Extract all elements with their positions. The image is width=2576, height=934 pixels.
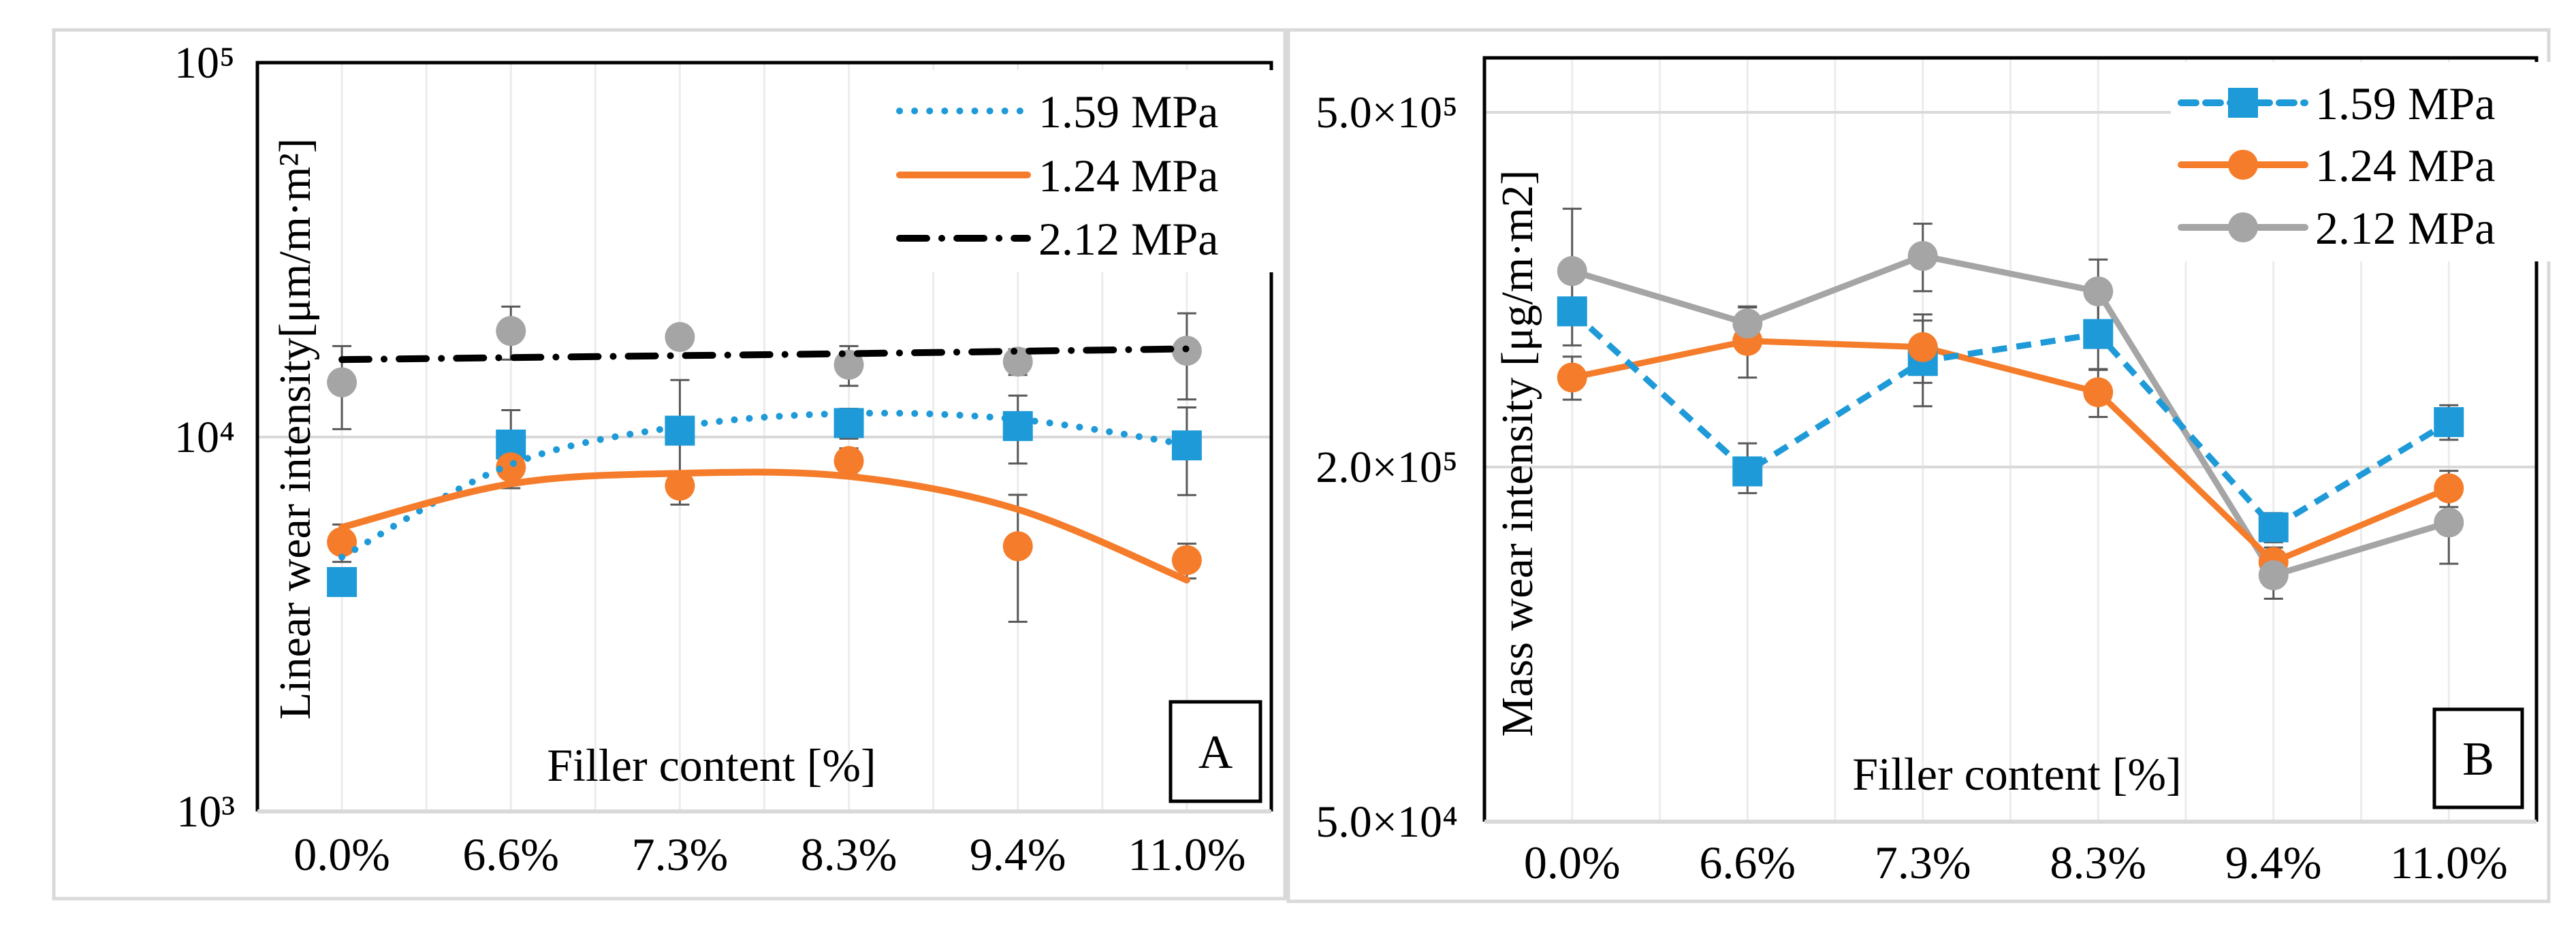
data-point [2083, 377, 2114, 408]
y-tick-label: 10⁵ [174, 38, 235, 88]
trendline [338, 468, 1190, 584]
x-tick-label: 7.3% [632, 828, 729, 880]
x-tick-label: 8.3% [801, 828, 897, 880]
chart-panel-b: 5.0×10⁵ 2.0×10⁵ 5.0×10⁴ 0.0% 6.6% 7.3% 8.3% 9.4… [1286, 28, 2554, 903]
plot-frame [1482, 56, 2539, 822]
data-point [665, 322, 695, 353]
data-point [2434, 473, 2464, 504]
legend-label: 1.59 MPa [1038, 86, 1218, 138]
x-tick-label: 8.3% [2050, 837, 2146, 888]
data-point [1557, 362, 1587, 393]
panel-label-box [2432, 707, 2524, 809]
panel-label: B [2462, 733, 2494, 786]
y-tick-label: 5.0×10⁵ [1316, 88, 1458, 138]
data-point [327, 566, 357, 597]
data-point [833, 349, 864, 380]
data-point [1907, 332, 1938, 362]
data-point [2434, 507, 2464, 538]
plot-frame [255, 61, 1273, 811]
data-point [2083, 276, 2114, 307]
x-tick-label: 11.0% [2390, 837, 2508, 888]
x-tick-label: 11.0% [1128, 828, 1245, 880]
series-line [1571, 338, 2450, 565]
x-tick-label: 0.0% [293, 828, 390, 880]
x-tick-label: 0.0% [1524, 837, 1621, 888]
data-point [1171, 545, 1202, 575]
y-tick-label: 5.0×10⁴ [1316, 797, 1458, 847]
legend-label: 1.59 MPa [2315, 78, 2495, 129]
data-point [2258, 512, 2289, 543]
legend: 1.59 MPa 1.24 MPa 2.12 MPa [889, 70, 1276, 272]
data-point [665, 470, 695, 501]
trendline [338, 345, 1190, 364]
x-axis-label: Filler content [%] [1852, 748, 2181, 800]
data-point [1557, 256, 1587, 287]
data-point [1002, 531, 1033, 562]
series-line [1571, 253, 2450, 579]
legend-marker [2228, 88, 2258, 118]
data-point [1732, 456, 1763, 487]
data-point [327, 527, 357, 558]
data-point [496, 452, 526, 483]
x-tick-label: 6.6% [462, 828, 559, 880]
y-tick-label: 10³ [176, 787, 235, 837]
legend-label: 1.24 MPa [2315, 140, 2495, 191]
data-point [327, 367, 357, 398]
series-line [1570, 309, 2451, 531]
data-point [2434, 407, 2464, 438]
x-tick-label: 6.6% [1699, 837, 1796, 888]
x-tick-label: 7.3% [1875, 837, 1971, 888]
data-point [1002, 347, 1033, 377]
data-point [1732, 308, 1763, 339]
data-point [1907, 240, 1938, 271]
legend-label: 2.12 MPa [1038, 213, 1218, 265]
legend-marker [2228, 212, 2258, 242]
data-point [496, 316, 526, 347]
legend-label: 1.24 MPa [1038, 150, 1218, 202]
data-point [833, 446, 864, 477]
panel-label: A [1198, 726, 1233, 779]
x-tick-label: 9.4% [970, 828, 1066, 880]
y-tick-label: 10⁴ [174, 413, 235, 462]
data-point [1002, 410, 1033, 441]
legend-label: 2.12 MPa [2315, 202, 2495, 254]
y-tick-label: 2.0×10⁵ [1316, 442, 1458, 492]
data-point [665, 415, 695, 446]
legend-marker [2228, 150, 2258, 180]
y-axis-label: Linear wear intensity[μm/m·m²] [270, 138, 320, 720]
panel-label-box [1168, 700, 1262, 803]
x-tick-label: 9.4% [2225, 837, 2322, 888]
x-axis-label: Filler content [%] [547, 739, 876, 791]
chart-panel-a: 10⁵ 10⁴ 10³ 0.0% 6.6% 7.3% 8.3% 9.4% 11.0% Linear… [52, 28, 1287, 901]
y-axis-label: Mass wear intensity [μg/m·m2] [1493, 170, 1542, 737]
data-point [2258, 560, 2289, 591]
data-point [2083, 319, 2114, 349]
data-point [1557, 296, 1587, 327]
